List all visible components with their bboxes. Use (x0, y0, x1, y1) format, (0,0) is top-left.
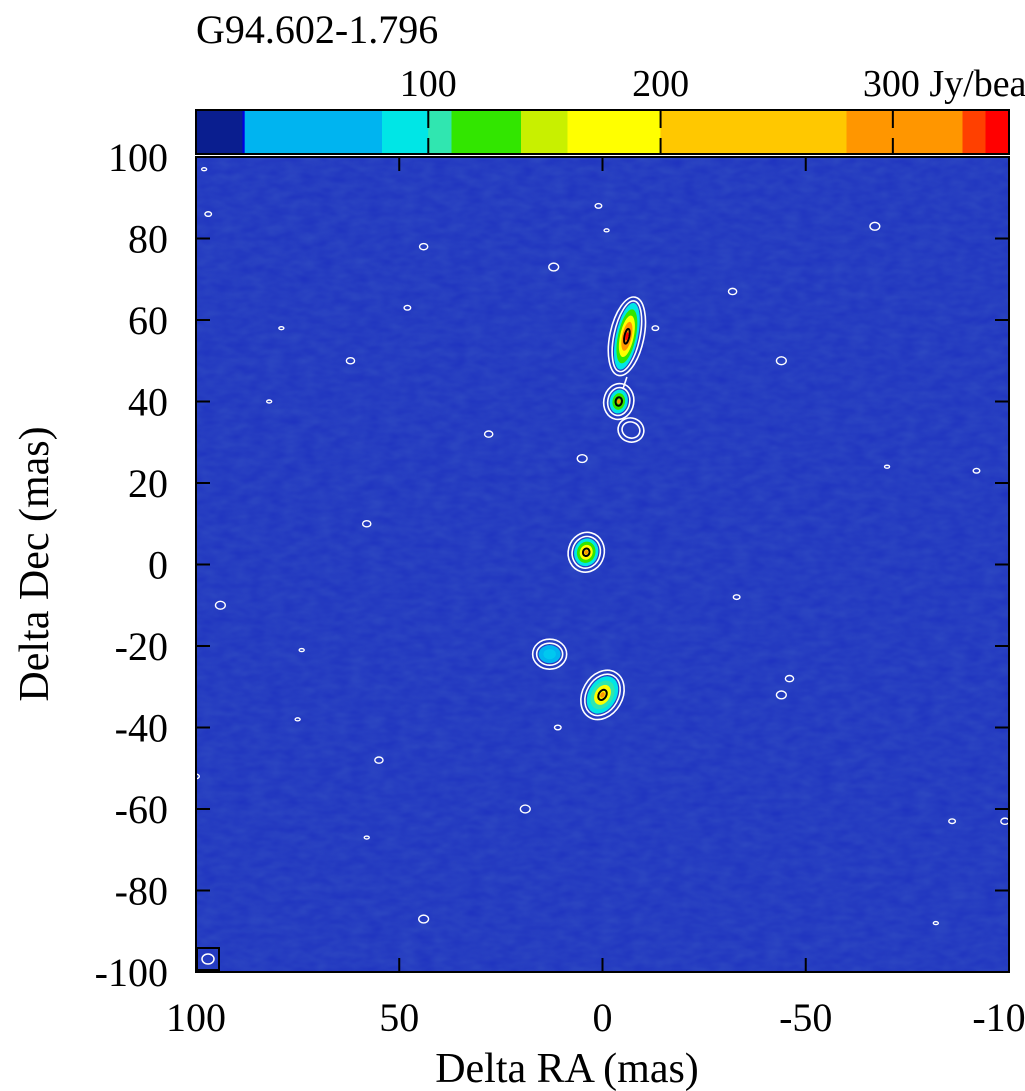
noise-contour (932, 920, 940, 926)
noise-contour (775, 356, 787, 366)
contour-outer (567, 531, 606, 573)
noise-contour (883, 464, 891, 469)
noise-contour (363, 835, 370, 840)
noise-contour (651, 325, 660, 332)
noise-contour (214, 600, 226, 610)
beam-ellipse (201, 953, 215, 965)
colorbar-tick-label: 200 (632, 63, 689, 105)
chart-title: G94.602-1.796 (196, 7, 438, 52)
noise-contour (948, 818, 957, 825)
contour-inner (606, 386, 631, 417)
noise-contour (727, 287, 738, 296)
colorbar-tick-label: 300 Jy/beam*m/s (863, 63, 1025, 105)
peak-core (616, 399, 621, 404)
contour-peak (623, 327, 631, 345)
maser-sources (531, 296, 647, 721)
y-tick-label: 0 (148, 543, 168, 588)
peak-core (584, 550, 589, 555)
y-tick-label: 80 (128, 217, 168, 262)
contour-outer (617, 417, 645, 443)
noise-contour (553, 724, 562, 731)
contour-inner (584, 673, 621, 717)
y-tick-label: -20 (115, 624, 168, 669)
contour-bridge (622, 376, 628, 390)
contour-inner (611, 300, 643, 373)
x-tick-label: 50 (379, 995, 419, 1040)
contour-peak (581, 547, 591, 558)
y-tick-label: -80 (115, 869, 168, 914)
colorbar-ticks: 100 200 300 Jy/beam*m/s (400, 63, 1025, 154)
x-axis-label: Delta RA (mas) (435, 1046, 699, 1091)
colorbar-gradient (195, 109, 1010, 155)
noise-contour (548, 262, 560, 272)
y-tick-label: 100 (108, 135, 168, 180)
y-tick-label: 60 (128, 298, 168, 343)
noise-contour (775, 690, 787, 700)
contour-inner (535, 642, 564, 666)
noise-contour (418, 242, 429, 251)
y-tick-label: -40 (115, 706, 168, 751)
noise-contour (784, 674, 795, 683)
noise-contour (278, 325, 285, 331)
contour-outer (580, 669, 625, 721)
x-tick-label: 0 (593, 995, 613, 1040)
noise-contour (519, 804, 531, 814)
noise-contour (483, 430, 494, 438)
noise-contour (265, 399, 273, 404)
noise-contour (576, 453, 588, 464)
colorbar-tick-label: 100 (400, 63, 457, 105)
contour-inner (571, 535, 602, 569)
noise-contour (298, 647, 305, 653)
noise-contour (294, 717, 301, 722)
axis-ticks: 100500-50-100100806040200-20-40-60-80-10… (95, 135, 1025, 1040)
noise-contour (196, 773, 200, 780)
contour-peak (597, 688, 608, 701)
x-tick-label: -50 (779, 995, 832, 1040)
intensity-layer (543, 649, 556, 660)
noise-contour (732, 594, 741, 601)
contour-outer (607, 296, 647, 377)
peak-core (625, 332, 629, 341)
contour-outer (531, 638, 568, 670)
maser-source (617, 417, 645, 443)
y-axis-label: Delta Dec (mas) (12, 426, 58, 701)
noise-contour (603, 228, 610, 233)
maser-source (531, 638, 568, 670)
y-tick-label: 20 (128, 461, 168, 506)
noise-contour (594, 202, 603, 209)
noise-contour (204, 211, 213, 218)
noise-contour (972, 467, 981, 474)
noise-contour (374, 756, 384, 764)
x-tick-label: -100 (972, 995, 1025, 1040)
colorbar: 100 200 300 Jy/beam*m/s (195, 63, 1025, 155)
maser-source (602, 382, 635, 421)
y-tick-label: -60 (115, 787, 168, 832)
y-tick-label: -100 (95, 950, 168, 995)
noise-texture (196, 157, 1009, 972)
maser-source (580, 669, 625, 721)
maser-source (567, 531, 606, 573)
peak-core (600, 692, 605, 698)
contour-inner (621, 421, 641, 439)
plot-area: 100500-50-100100806040200-20-40-60-80-10… (95, 135, 1025, 1040)
x-tick-label: 100 (166, 995, 226, 1040)
y-tick-label: 40 (128, 380, 168, 425)
noise-contour (345, 356, 356, 365)
noise-contour (200, 167, 208, 172)
contour-outer (602, 382, 635, 421)
noise-contour (403, 304, 412, 311)
noise-contour (1000, 817, 1009, 826)
contour-peak (614, 396, 623, 407)
noise-contour (418, 914, 430, 924)
noise-contours (196, 167, 1009, 926)
noise-contour (361, 519, 372, 528)
noise-contour (869, 221, 881, 231)
maser-source (607, 296, 647, 377)
